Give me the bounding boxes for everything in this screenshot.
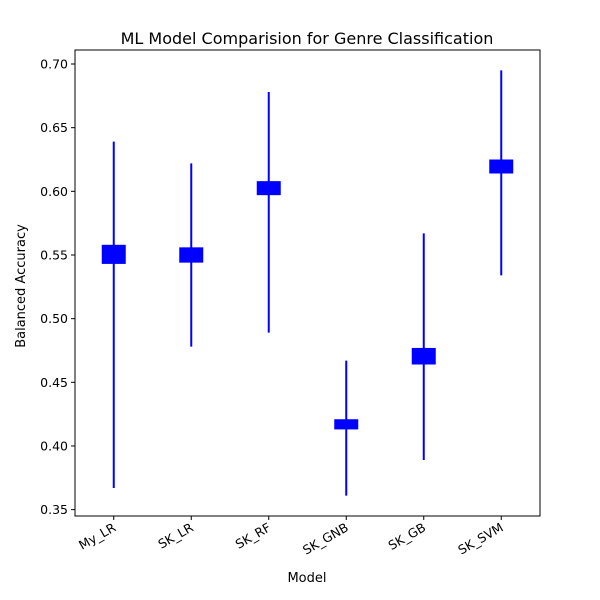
y-tick-label: 0.45: [40, 375, 68, 390]
x-tick-label: SK_LR: [155, 519, 196, 551]
box-sk-lr: [179, 247, 204, 263]
x-tick-label: SK_GNB: [300, 520, 351, 558]
y-tick-label: 0.50: [40, 311, 68, 326]
x-tick-label: SK_RF: [233, 520, 274, 552]
box-sk-rf: [256, 181, 281, 196]
x-tick-label: SK_GB: [386, 520, 429, 553]
y-axis-label: Balanced Accuracy: [14, 224, 29, 348]
x-tick-label: SK_SVM: [455, 520, 506, 558]
box-sk-gb: [411, 347, 436, 365]
y-tick-label: 0.35: [40, 502, 68, 517]
box-sk-svm: [489, 159, 514, 174]
chart-title: ML Model Comparision for Genre Classific…: [121, 29, 494, 48]
x-tick-label: My_LR: [76, 519, 118, 552]
box-sk-gnb: [334, 419, 359, 430]
y-tick-label: 0.70: [40, 57, 68, 72]
y-tick-label: 0.60: [40, 184, 68, 199]
y-tick-label: 0.40: [40, 438, 68, 453]
box-my-lr: [101, 244, 126, 264]
y-tick-label: 0.65: [40, 120, 68, 135]
x-axis-label: Model: [287, 571, 326, 586]
y-tick-label: 0.55: [40, 247, 68, 262]
plot-frame: [74, 49, 541, 517]
plot-area: 0.35 0.40 0.45 0.50 0.55 0.60 0.65 0.70 My_LR SK_…: [40, 49, 541, 558]
